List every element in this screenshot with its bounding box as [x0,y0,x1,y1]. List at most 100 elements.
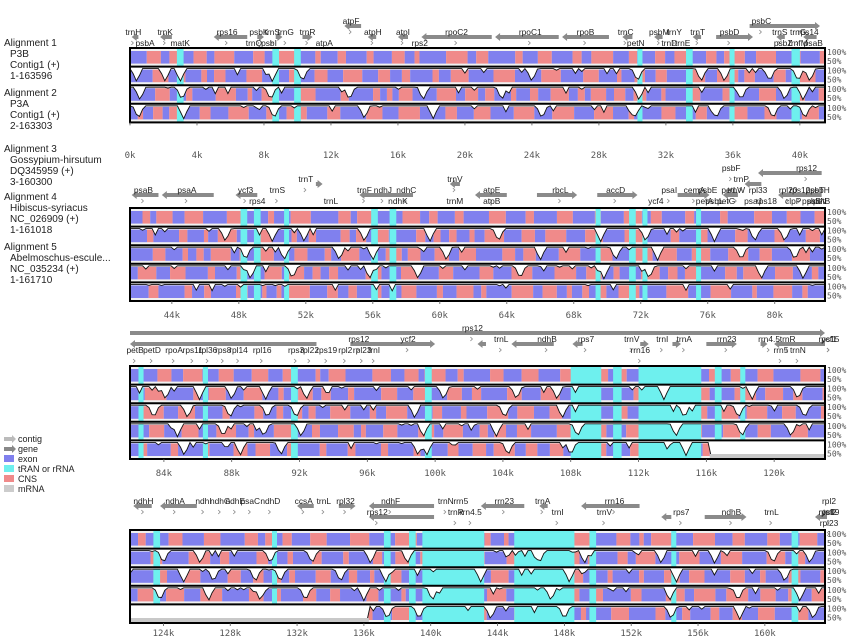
exon-band [434,424,444,438]
exon-band [802,387,823,401]
gene-arrow [692,33,702,41]
exon-band [537,443,550,456]
gene-label: atpA [316,38,334,48]
exon-band [143,106,154,120]
gene-label: trnV [597,507,613,517]
gene-label: petA [696,196,714,206]
y-tick-50: 50% [827,613,842,622]
exon-band [277,106,287,120]
gene-chevron [190,358,194,364]
y-tick-50: 50% [827,558,842,567]
exon-band [461,387,472,401]
gene-chevron [131,40,134,46]
cns-band [765,387,784,401]
exon-band [309,285,328,298]
gene-label: petD [143,345,161,355]
cns-band [693,533,715,546]
gene-chevron [301,509,305,515]
cns-band [760,588,776,602]
cns-band [613,88,626,101]
gene-label: ycf4 [648,196,664,206]
gene-label: psbM [649,27,670,37]
exon-band [163,406,179,419]
cns-band [454,211,464,224]
cns-band [338,424,354,438]
cns-band [542,285,557,298]
panel-frame [129,529,826,624]
cns-band [291,229,297,243]
gene-label: psbF [722,163,741,173]
gene-chevron [501,509,505,515]
gene-label: trnL [764,507,779,517]
exon-band [320,266,330,280]
gene-label: rrn5 [773,345,788,355]
gene-chevron [727,40,731,46]
alignment-gap [709,454,825,458]
gene-chevron [583,40,587,46]
cns-legend-swatch [4,475,14,482]
cns-band [170,443,179,456]
exon-band [420,211,430,224]
exon-band [220,533,245,546]
gene-chevron [695,40,699,46]
exon-band [503,369,522,382]
gene-chevron [362,198,366,204]
cns-band [287,443,294,456]
exon-band [380,88,387,101]
cns-band [276,51,295,64]
cns-band [251,369,269,382]
cns-band [214,69,226,83]
gene-chevron [682,347,685,353]
cns-legend-label: CNS [18,474,37,484]
cns-band [278,387,284,401]
cns-band [469,229,475,243]
cns-band [577,88,585,101]
cns-band [157,369,172,382]
exon-band [747,106,765,120]
gene-label: ndhH [133,496,153,506]
gene-label: psbL [705,196,724,206]
gene-chevron [489,198,493,204]
cns-band [460,406,467,419]
cns-band [149,424,165,438]
gene-label: trnL [324,196,339,206]
gene-label: accD [606,185,625,195]
cns-band [617,551,628,565]
x-tick-label: 148k [554,629,576,639]
cns-band [782,406,796,419]
exon-band [533,285,543,298]
exon-band [366,229,376,243]
cns-band [184,570,201,583]
exon-band [671,533,694,546]
exon-band [690,607,711,620]
cns-band [294,248,308,261]
exon-band [581,51,592,64]
gene-chevron [613,198,617,204]
cns-band [193,51,207,64]
cns-band [366,588,379,602]
exon-band [293,443,320,456]
exon-band [486,285,512,298]
gene-arrow [131,33,139,41]
exon-band [184,588,201,602]
exon-band [767,406,783,419]
cns-band [312,266,321,280]
gene-chevron [555,520,559,526]
gene-arrow [581,502,640,510]
gene-arrow [133,502,152,510]
cns-band [265,533,276,546]
exon-band [340,106,367,120]
exon-band [130,533,139,546]
x-tick-label: 48k [231,311,248,321]
gene-label: ndhJ [374,185,392,195]
cns-band [319,443,327,456]
cns-band [156,211,173,224]
exon-legend-swatch [4,455,14,462]
gene-arrow [511,340,554,348]
gene-label: trnfM [789,38,808,48]
exon-band [679,229,700,243]
gene-label: trnA [677,334,693,344]
exon-band [484,551,507,565]
contig-legend-label: contig [18,434,42,444]
